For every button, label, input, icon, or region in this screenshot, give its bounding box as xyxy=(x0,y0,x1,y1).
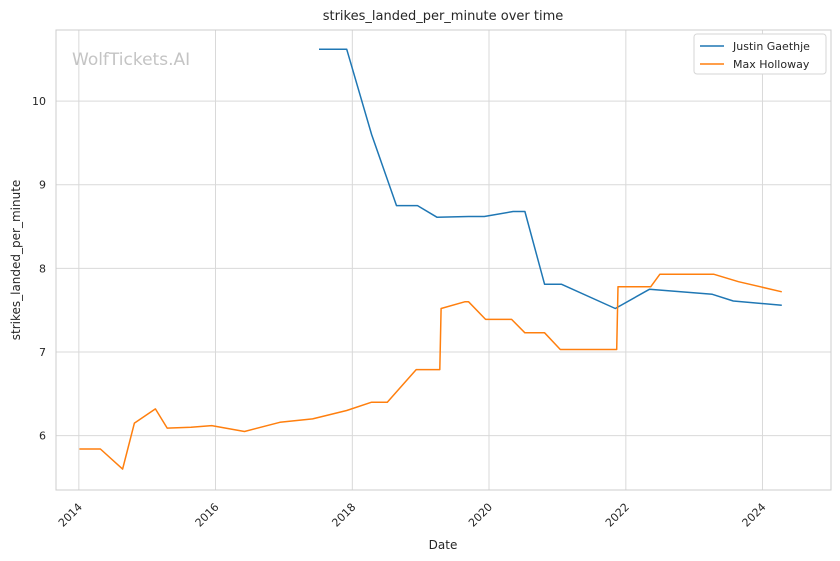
legend: Justin Gaethje Max Holloway xyxy=(693,33,827,75)
plot-frame xyxy=(55,29,832,491)
legend-box xyxy=(693,33,827,75)
x-tick-label: 2018 xyxy=(329,501,358,530)
y-tick-label: 10 xyxy=(32,95,46,108)
y-axis-label: strikes_landed_per_minute xyxy=(9,180,23,341)
grid-layer xyxy=(56,30,831,490)
x-axis-label: Date xyxy=(429,538,458,552)
x-tick-label: 2016 xyxy=(193,501,222,530)
y-tick-label: 9 xyxy=(39,179,46,192)
x-tick-label: 2014 xyxy=(56,501,85,530)
chart-title: strikes_landed_per_minute over time xyxy=(323,9,564,24)
series-line-justin-gaethje xyxy=(319,48,782,310)
watermark-text: WolfTickets.AI xyxy=(72,50,190,70)
tick-layer: 2014 2016 2018 2020 2022 2024 6 7 8 9 10 xyxy=(32,95,769,529)
series-layer xyxy=(79,48,782,470)
x-tick-label: 2020 xyxy=(466,501,495,530)
legend-label-max-holloway: Max Holloway xyxy=(733,58,810,71)
x-tick-label: 2024 xyxy=(740,501,769,530)
x-tick-label: 2022 xyxy=(603,501,632,530)
y-tick-label: 7 xyxy=(39,346,46,359)
y-tick-label: 8 xyxy=(39,262,46,275)
legend-label-justin-gaethje: Justin Gaethje xyxy=(732,40,810,53)
y-tick-label: 6 xyxy=(39,430,46,443)
series-line-max-holloway xyxy=(79,273,782,470)
